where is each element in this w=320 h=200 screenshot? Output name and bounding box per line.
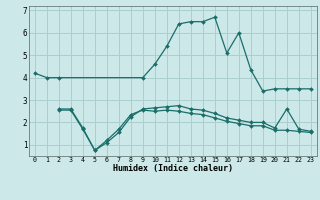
X-axis label: Humidex (Indice chaleur): Humidex (Indice chaleur) [113, 164, 233, 173]
